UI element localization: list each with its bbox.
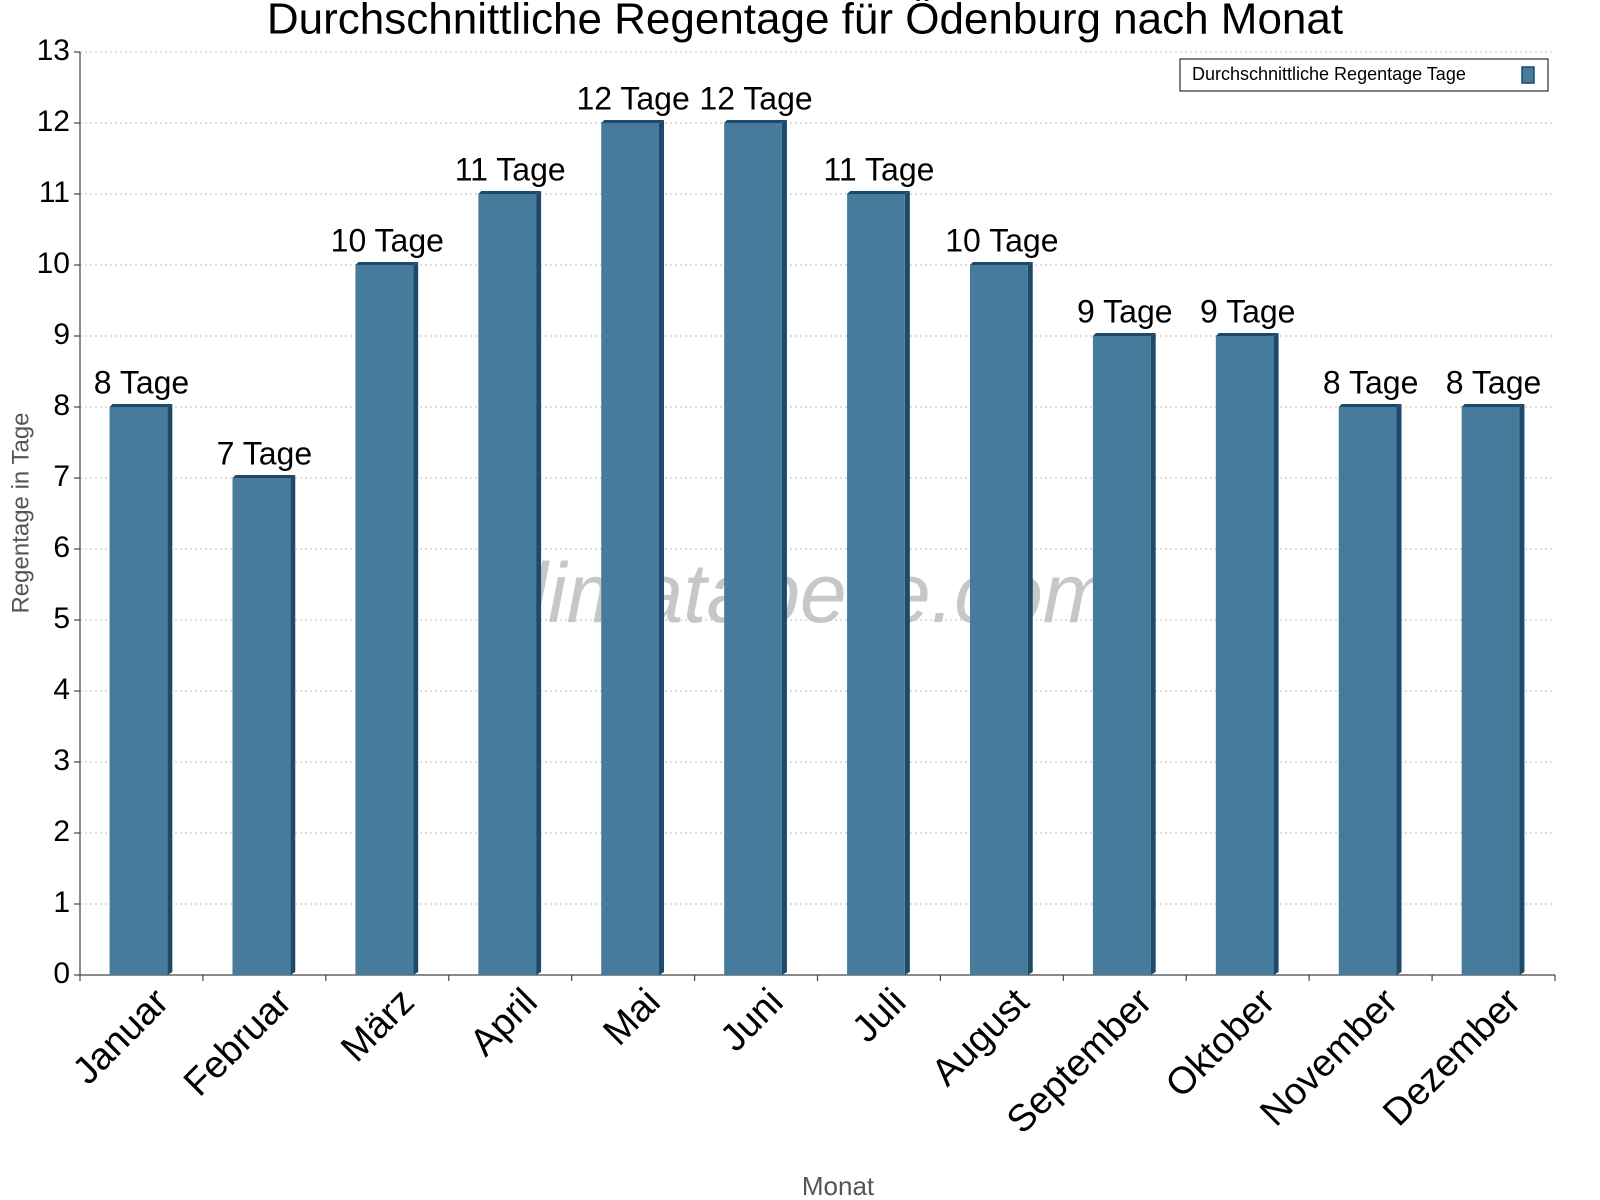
y-tick-label: 9: [53, 318, 70, 351]
data-label: 9 Tage: [1077, 293, 1173, 329]
x-tick-label: Februar: [176, 981, 300, 1105]
bar-top: [601, 120, 665, 123]
data-label: 11 Tage: [455, 151, 566, 187]
y-tick-label: 12: [37, 105, 70, 138]
y-tick-label: 10: [37, 247, 70, 280]
bar-side: [1027, 262, 1033, 975]
bar-top: [1461, 404, 1525, 407]
bar-side: [904, 191, 910, 975]
bar: [847, 194, 905, 975]
y-tick-label: 2: [53, 815, 70, 848]
bar-top: [1092, 333, 1156, 336]
bar-top: [1338, 404, 1402, 407]
x-tick-label: Januar: [65, 981, 177, 1093]
bar-side: [1273, 333, 1279, 975]
bar-side: [659, 120, 665, 975]
bar: [1092, 336, 1151, 975]
x-tick-label: März: [333, 981, 422, 1070]
data-label: 8 Tage: [1446, 364, 1542, 400]
x-tick-label: Mai: [596, 981, 669, 1054]
legend-swatch: [1521, 66, 1535, 84]
x-tick-label: April: [462, 981, 545, 1064]
bar-top: [724, 120, 787, 123]
legend-box: [1179, 58, 1549, 92]
bar: [969, 265, 1028, 975]
bar-side: [1519, 404, 1525, 975]
bar-side: [536, 191, 542, 975]
x-tick-label: Juni: [713, 981, 792, 1060]
bar-top: [1215, 333, 1279, 336]
y-tick-label: 11: [39, 176, 70, 209]
bar: [724, 123, 782, 975]
bar: [232, 478, 291, 975]
x-tick-label: Oktober: [1158, 981, 1284, 1107]
bar-top: [355, 262, 419, 265]
bar: [1461, 407, 1520, 975]
y-tick-label: 3: [53, 744, 70, 777]
bar: [109, 407, 168, 975]
data-label: 8 Tage: [94, 364, 190, 400]
bar-side: [781, 120, 787, 975]
bar-top: [109, 404, 173, 407]
bar-top: [478, 191, 542, 194]
bar: [601, 123, 660, 975]
bar-side: [413, 262, 419, 975]
legend-label: Durchschnittliche Regentage Tage: [1192, 64, 1466, 84]
bar-side: [1396, 404, 1402, 975]
bar-side: [167, 404, 173, 975]
y-tick-label: 13: [37, 34, 70, 67]
bar-side: [1150, 333, 1156, 975]
bar-top: [847, 191, 910, 194]
y-tick-label: 0: [53, 957, 70, 990]
data-label: 12 Tage: [699, 80, 812, 116]
bar: [1338, 407, 1397, 975]
data-label: 10 Tage: [331, 222, 444, 258]
x-tick-label: August: [924, 980, 1038, 1094]
data-label: 9 Tage: [1200, 293, 1296, 329]
y-tick-label: 5: [53, 602, 70, 635]
data-label: 12 Tage: [576, 80, 689, 116]
y-tick-label: 8: [53, 389, 70, 422]
y-tick-label: 7: [53, 460, 70, 493]
data-label: 11 Tage: [823, 151, 934, 187]
y-tick-label: 6: [53, 531, 70, 564]
data-label: 7 Tage: [217, 435, 313, 471]
bar: [478, 194, 537, 975]
data-label: 10 Tage: [945, 222, 1058, 258]
x-axis-label: Monat: [802, 1171, 875, 1200]
chart-title: Durchschnittliche Regentage für Ödenburg…: [267, 0, 1343, 44]
x-tick-label: Juli: [844, 981, 914, 1051]
bar-top: [232, 475, 296, 478]
bar-top: [969, 262, 1033, 265]
y-axis-label: Regentage in Tage: [7, 412, 34, 613]
bar: [1215, 336, 1274, 975]
data-label: 8 Tage: [1323, 364, 1419, 400]
y-tick-label: 1: [53, 886, 70, 919]
y-tick-label: 4: [53, 673, 70, 706]
bar-side: [290, 475, 296, 975]
bar: [355, 265, 414, 975]
